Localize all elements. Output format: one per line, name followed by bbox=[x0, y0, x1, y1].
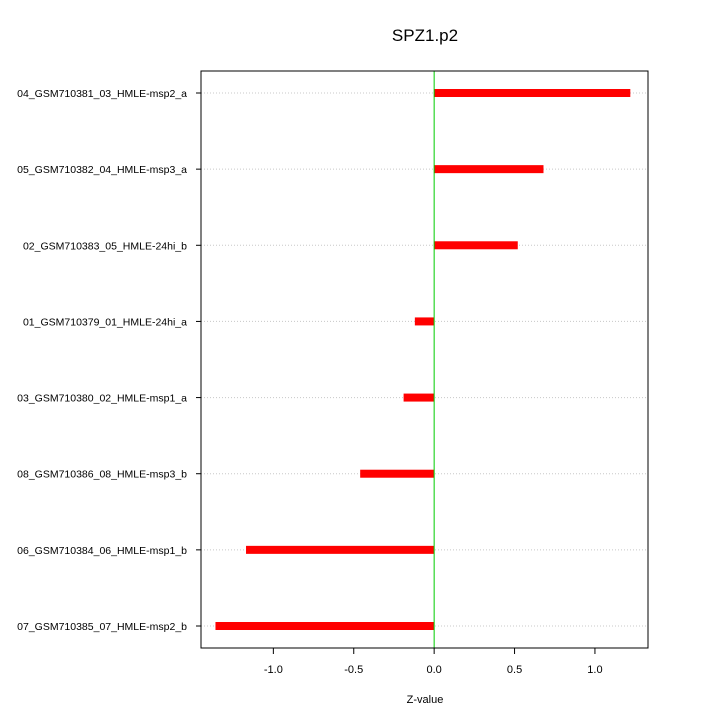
category-labels: 04_GSM710381_03_HMLE-msp2_a 05_GSM710382_… bbox=[17, 88, 201, 633]
category-label: 02_GSM710383_05_HMLE-24hi_b bbox=[23, 240, 187, 252]
x-tick-label: -0.5 bbox=[344, 664, 363, 676]
category-label: 08_GSM710386_08_HMLE-msp3_b bbox=[17, 469, 187, 481]
category-label: 05_GSM710382_04_HMLE-msp3_a bbox=[17, 164, 187, 176]
bar bbox=[215, 622, 435, 630]
category-label: 06_GSM710384_06_HMLE-msp1_b bbox=[17, 545, 187, 557]
x-axis-label: Z-value bbox=[407, 694, 444, 706]
bars bbox=[215, 89, 631, 630]
bar bbox=[360, 469, 435, 478]
plot-frame bbox=[200, 70, 649, 649]
category-label: 01_GSM710379_01_HMLE-24hi_a bbox=[23, 316, 187, 328]
bar bbox=[434, 241, 518, 250]
chart-title: SPZ1.p2 bbox=[392, 26, 458, 45]
bar bbox=[434, 89, 631, 97]
category-label: 07_GSM710385_07_HMLE-msp2_b bbox=[17, 621, 187, 633]
category-label: 03_GSM710380_02_HMLE-msp1_a bbox=[17, 393, 187, 405]
x-tick-label: 0.5 bbox=[507, 664, 522, 676]
category-label: 04_GSM710381_03_HMLE-msp2_a bbox=[17, 88, 187, 100]
bar bbox=[434, 165, 544, 174]
bar bbox=[403, 393, 435, 402]
x-tick-label: -1.0 bbox=[264, 664, 283, 676]
x-axis: -1.0 -0.5 0.0 0.5 1.0 bbox=[264, 647, 603, 676]
bar bbox=[414, 317, 435, 326]
x-tick-label: 0.0 bbox=[426, 664, 441, 676]
bar bbox=[246, 545, 435, 554]
x-tick-label: 1.0 bbox=[587, 664, 602, 676]
